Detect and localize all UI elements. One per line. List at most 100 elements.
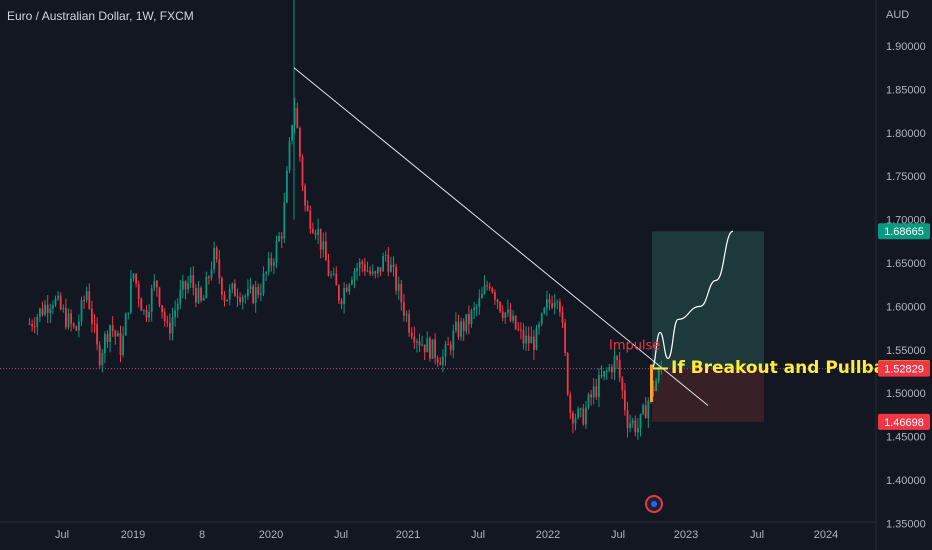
projection-path[interactable] [651, 230, 734, 369]
candle-body [345, 287, 348, 292]
candle-body [488, 286, 491, 289]
y-tick-label: 1.35000 [886, 518, 926, 530]
candle-body [223, 295, 226, 302]
candle-body [452, 330, 455, 351]
candle-body [218, 259, 221, 279]
candle-body [621, 377, 624, 391]
breakout-annotation[interactable]: If Breakout and Pullback [671, 358, 907, 378]
candle-body [486, 285, 488, 287]
candle-body [197, 287, 200, 303]
candle-body [353, 271, 356, 280]
candle-body [626, 410, 629, 428]
candle-body [215, 247, 218, 260]
candle-body [647, 400, 650, 419]
candle-body [111, 325, 114, 331]
candle-body [390, 264, 392, 272]
candle-body [143, 310, 145, 312]
candle-body [639, 414, 642, 428]
candle-body [351, 279, 353, 285]
candle-body [262, 273, 265, 294]
candle-body [618, 360, 621, 378]
candle-body [634, 420, 637, 433]
y-tick-label: 1.50000 [886, 388, 926, 400]
candle-body [501, 311, 504, 318]
candle-body [525, 335, 527, 344]
candle-body [161, 305, 163, 313]
candle-body [327, 260, 330, 276]
candle-body [587, 394, 590, 408]
candle-body [153, 280, 156, 289]
candle-body [80, 299, 83, 322]
candle-body [652, 386, 655, 391]
trendline[interactable] [293, 67, 709, 406]
candle-body [325, 241, 327, 261]
candle-body [96, 324, 98, 345]
x-tick-label: 2019 [121, 529, 145, 541]
candle-body [462, 321, 465, 332]
candle-body [278, 236, 280, 242]
candle-body [546, 299, 548, 309]
candle-body [475, 307, 478, 309]
x-tick-label: 2024 [814, 529, 838, 541]
candle-body [140, 299, 143, 311]
price-badge[interactable] [878, 360, 930, 377]
impulse-label[interactable]: Impulse [609, 338, 660, 353]
candle-body [195, 287, 197, 303]
candle-body [600, 374, 603, 377]
candle-body [78, 321, 80, 331]
candle-body [265, 272, 267, 274]
candle-body [330, 274, 332, 276]
candle-body [410, 332, 413, 337]
candle-body [369, 270, 371, 274]
candle-body [130, 278, 132, 313]
candle-body [28, 323, 31, 325]
candle-body [449, 344, 452, 351]
candle-body [540, 313, 543, 325]
stop-zone[interactable] [652, 368, 764, 422]
candle-body [270, 258, 273, 266]
candle-body [400, 283, 403, 303]
candle-body [522, 330, 525, 344]
candle-body [421, 344, 423, 346]
candle-body [566, 353, 569, 395]
x-tick-label: 2020 [259, 529, 283, 541]
candle-body [184, 281, 187, 290]
candle-body [213, 247, 215, 270]
candle-body [299, 127, 301, 157]
candle-body [171, 317, 174, 334]
candle-body [312, 229, 314, 233]
candle-body [176, 303, 179, 311]
candle-body [244, 295, 247, 298]
candle-body [205, 276, 208, 299]
candle-body [304, 185, 306, 206]
candle-body [179, 289, 182, 304]
candle-body [613, 356, 616, 373]
candle-body [158, 287, 161, 306]
candle-body [431, 339, 434, 359]
candle-body [403, 302, 405, 316]
candle-body [148, 311, 150, 318]
x-tick-label: Jul [750, 529, 764, 541]
candle-body [569, 394, 572, 413]
candle-body [127, 312, 130, 315]
candle-body [379, 267, 382, 272]
price-badge[interactable] [878, 223, 930, 240]
candle-body [533, 336, 535, 350]
candle-body [275, 241, 278, 263]
candle-body [156, 280, 158, 288]
candle-body [239, 297, 241, 302]
candle-body [553, 302, 556, 308]
candle-body [273, 262, 275, 266]
candle-body [478, 298, 481, 308]
target-zone[interactable] [652, 231, 764, 369]
candle-body [598, 374, 600, 397]
candle-body [106, 334, 109, 343]
candle-body [413, 336, 416, 343]
candle-body [507, 309, 509, 313]
candle-body [527, 335, 530, 344]
economic-events-icon[interactable] [645, 495, 663, 513]
price-badge[interactable] [878, 413, 930, 430]
candle-body [392, 264, 395, 267]
candle-body [465, 314, 468, 332]
